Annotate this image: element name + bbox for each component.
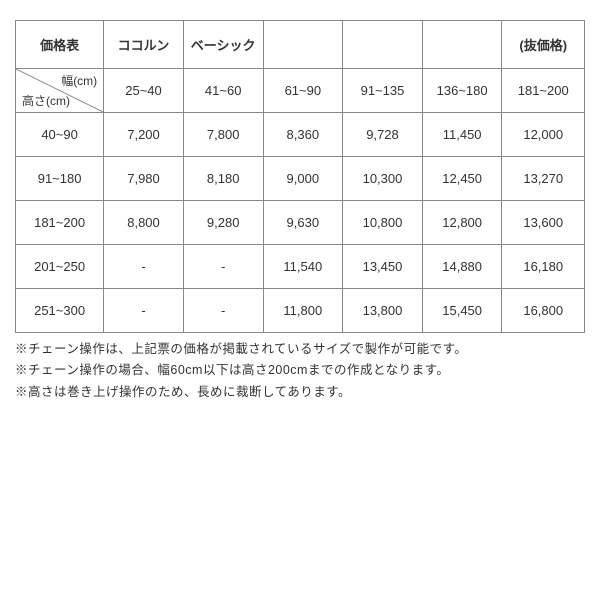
width-label: 幅(cm)	[61, 72, 97, 89]
width-row: 幅(cm) 高さ(cm) 25~40 41~60 61~90 91~135 13…	[16, 69, 585, 113]
width-value: 61~90	[263, 69, 343, 113]
price-cell: 11,540	[263, 245, 343, 289]
price-cell: 9,630	[263, 201, 343, 245]
price-cell: 10,300	[343, 157, 423, 201]
col-header: ベーシック	[183, 21, 263, 69]
table-title: 価格表	[16, 21, 104, 69]
row-header: 201~250	[16, 245, 104, 289]
price-cell: 12,000	[502, 113, 585, 157]
table-header-row: 価格表 ココルン ベーシック (抜価格)	[16, 21, 585, 69]
price-cell: -	[183, 289, 263, 333]
price-cell: 13,800	[343, 289, 423, 333]
price-table: 価格表 ココルン ベーシック (抜価格) 幅(cm) 高さ(cm) 25~40 …	[15, 20, 585, 333]
price-cell: 11,800	[263, 289, 343, 333]
price-cell: 8,180	[183, 157, 263, 201]
price-cell: 11,450	[422, 113, 502, 157]
width-value: 25~40	[104, 69, 184, 113]
price-cell: 8,360	[263, 113, 343, 157]
price-cell: 8,800	[104, 201, 184, 245]
price-cell: -	[183, 245, 263, 289]
col-header	[343, 21, 423, 69]
price-cell: 7,980	[104, 157, 184, 201]
col-header	[263, 21, 343, 69]
price-cell: 7,200	[104, 113, 184, 157]
price-cell: 14,880	[422, 245, 502, 289]
note-line: ※チェーン操作は、上記票の価格が掲載されているサイズで製作が可能です。	[15, 339, 585, 360]
price-cell: 7,800	[183, 113, 263, 157]
price-cell: 9,728	[343, 113, 423, 157]
row-header: 91~180	[16, 157, 104, 201]
note-line: ※チェーン操作の場合、幅60cm以下は高さ200cmまでの作成となります。	[15, 360, 585, 381]
table-row: 201~250 - - 11,540 13,450 14,880 16,180	[16, 245, 585, 289]
col-header	[422, 21, 502, 69]
table-row: 40~90 7,200 7,800 8,360 9,728 11,450 12,…	[16, 113, 585, 157]
price-cell: 10,800	[343, 201, 423, 245]
price-cell: 13,600	[502, 201, 585, 245]
row-header: 251~300	[16, 289, 104, 333]
width-value: 91~135	[343, 69, 423, 113]
width-value: 181~200	[502, 69, 585, 113]
price-cell: 15,450	[422, 289, 502, 333]
height-label: 高さ(cm)	[22, 92, 70, 109]
price-cell: 12,800	[422, 201, 502, 245]
row-header: 181~200	[16, 201, 104, 245]
width-value: 41~60	[183, 69, 263, 113]
price-cell: 16,180	[502, 245, 585, 289]
row-header: 40~90	[16, 113, 104, 157]
table-row: 91~180 7,980 8,180 9,000 10,300 12,450 1…	[16, 157, 585, 201]
col-header: ココルン	[104, 21, 184, 69]
note-line: ※高さは巻き上げ操作のため、長めに裁断してあります。	[15, 382, 585, 403]
table-row: 251~300 - - 11,800 13,800 15,450 16,800	[16, 289, 585, 333]
price-cell: 16,800	[502, 289, 585, 333]
price-cell: -	[104, 289, 184, 333]
price-cell: -	[104, 245, 184, 289]
price-cell: 13,270	[502, 157, 585, 201]
price-cell: 9,280	[183, 201, 263, 245]
col-header: (抜価格)	[502, 21, 585, 69]
diagonal-header: 幅(cm) 高さ(cm)	[16, 69, 104, 113]
width-value: 136~180	[422, 69, 502, 113]
notes-section: ※チェーン操作は、上記票の価格が掲載されているサイズで製作が可能です。 ※チェー…	[15, 339, 585, 403]
price-cell: 12,450	[422, 157, 502, 201]
price-cell: 9,000	[263, 157, 343, 201]
table-row: 181~200 8,800 9,280 9,630 10,800 12,800 …	[16, 201, 585, 245]
price-cell: 13,450	[343, 245, 423, 289]
